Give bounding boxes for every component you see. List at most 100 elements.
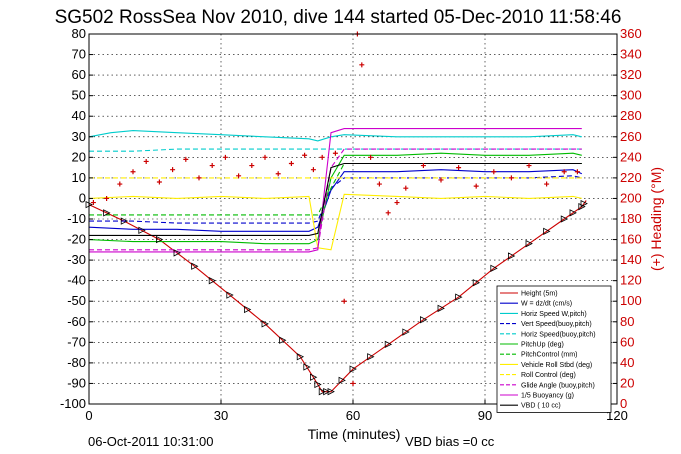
legend-entry: Height (5m): [521, 291, 558, 298]
heading-point: [117, 181, 123, 187]
heading-point: [456, 165, 462, 171]
height-marker: [367, 353, 375, 361]
y2-tick-label: 180: [620, 211, 642, 226]
height-marker: [261, 320, 269, 328]
x-tick-label: 30: [214, 408, 228, 423]
series-line-horiz-speed-buoy-pitch: [89, 148, 582, 152]
x-axis-ticks: 0 30 60 90 120: [85, 400, 628, 423]
series-line-glide-angle-buoy-pitch: [89, 148, 582, 251]
heading-point: [222, 154, 228, 160]
height-marker: [173, 249, 181, 257]
series-line-vert-speed-buoy-pitch: [89, 175, 582, 224]
legend-entry: Vert Speed(buoy,pitch): [521, 321, 592, 328]
y-tick-label: 30: [72, 129, 86, 144]
series-line-height-5m: [88, 200, 587, 393]
y-tick-label: 20: [72, 149, 86, 164]
legend-entry: PitchUp (deg): [521, 342, 564, 349]
y-tick-label: 40: [72, 108, 86, 123]
height-marker: [103, 209, 111, 217]
series-line-vehicle-roll-stbd-deg: [88, 193, 582, 251]
heading-point: [209, 163, 215, 169]
heading-point: [403, 185, 409, 191]
heading-point: [319, 154, 325, 160]
heading-point: [385, 210, 391, 216]
heading-point: [561, 169, 567, 175]
y-tick-label: -20: [67, 232, 86, 247]
heading-point: [275, 171, 281, 177]
height-markers: [85, 199, 588, 396]
height-marker: [437, 304, 445, 313]
height-marker: [569, 209, 577, 217]
heading-point: [574, 169, 580, 175]
height-marker: [543, 227, 551, 235]
height-marker: [472, 279, 481, 287]
heading-point: [368, 154, 374, 160]
height-marker: [560, 215, 569, 223]
y2-tick-label: 40: [620, 355, 634, 370]
y2-tick-label: 100: [620, 293, 642, 308]
height-marker: [525, 240, 533, 248]
height-marker: [303, 363, 311, 371]
height-marker: [208, 277, 217, 285]
y2-tick-label: 0: [620, 396, 627, 411]
heading-point: [310, 167, 316, 173]
y2-tick-label: 300: [620, 88, 642, 103]
height-marker: [420, 316, 428, 324]
y-tick-label: -80: [67, 355, 86, 370]
y2-tick-label: 360: [620, 26, 642, 41]
y-tick-label: -50: [67, 293, 86, 308]
height-marker: [310, 373, 318, 381]
heading-point: [156, 179, 162, 185]
chart-title: SG502 RossSea Nov 2010, dive 144 started…: [55, 7, 622, 28]
y-tick-label: -60: [67, 314, 86, 329]
height-marker: [323, 388, 331, 396]
y2-tick-label: 280: [620, 108, 642, 123]
series-line-w-dz-dt-cm-s: [88, 169, 583, 232]
legend-entry: 1/5 Buoyancy (g): [521, 393, 574, 400]
height-marker: [384, 340, 393, 349]
heading-point: [288, 161, 294, 166]
height-marker: [226, 291, 234, 299]
x-tick-label: 0: [85, 408, 92, 423]
height-marker: [508, 252, 516, 260]
legend: Height (5m) W = dz/dt (cm/s) Horiz Speed W…: [496, 285, 612, 413]
y2-tick-label: 320: [620, 67, 642, 82]
height-marker: [120, 217, 129, 225]
y-tick-label: -30: [67, 252, 86, 267]
height-marker: [349, 365, 357, 373]
height-marker: [314, 380, 322, 389]
y2-tick-label: 340: [620, 47, 642, 62]
heading-point: [104, 195, 110, 201]
y2-tick-label: 260: [620, 129, 642, 144]
y2-tick-label: 240: [620, 149, 642, 164]
legend-entry: Roll Control (deg): [521, 372, 576, 379]
heading-point: [438, 177, 444, 183]
grid-lines: [89, 34, 617, 404]
x-tick-label: 60: [346, 408, 360, 423]
heading-point: [376, 181, 382, 187]
series-line-1-5-buoyancy-g: [89, 128, 582, 253]
height-marker: [490, 264, 498, 272]
y-tick-label: 60: [72, 67, 86, 82]
height-marker: [138, 226, 146, 234]
y2-tick-label: 60: [620, 334, 634, 349]
height-marker: [244, 305, 252, 314]
heading-point: [183, 156, 189, 162]
height-marker: [327, 388, 335, 396]
right-axis-ticks: 3603403203002802602402202001801601401201…: [613, 26, 642, 411]
heading-point: [508, 175, 514, 181]
heading-point: [341, 298, 347, 304]
heading-point: [262, 154, 268, 160]
x-tick-label: 120: [606, 408, 628, 423]
heading-point: [196, 175, 202, 181]
heading-point: [544, 181, 550, 187]
y-tick-label: 80: [72, 26, 86, 41]
legend-entry: Horiz Speed W,pitch): [521, 311, 587, 318]
height-marker: [318, 388, 327, 396]
heading-markers: [90, 31, 580, 386]
y-tick-label: -100: [60, 396, 86, 411]
heading-point: [236, 173, 242, 179]
y-tick-label: 10: [72, 170, 86, 185]
y2-tick-label: 160: [620, 232, 642, 247]
